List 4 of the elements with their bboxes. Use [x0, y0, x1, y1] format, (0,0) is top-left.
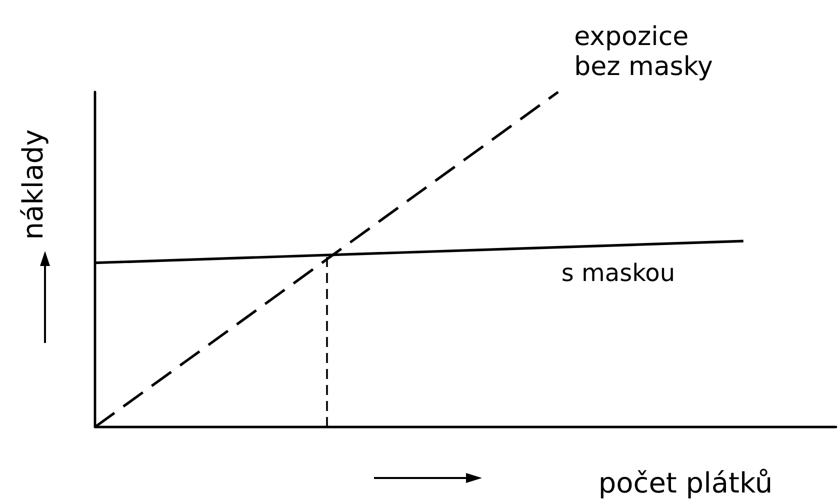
series-label: expozice bez masky [574, 22, 713, 82]
series-label: s maskou [561, 259, 676, 288]
x-axis-title: počet plátků [598, 466, 773, 500]
y-axis-title: náklady [16, 129, 50, 240]
